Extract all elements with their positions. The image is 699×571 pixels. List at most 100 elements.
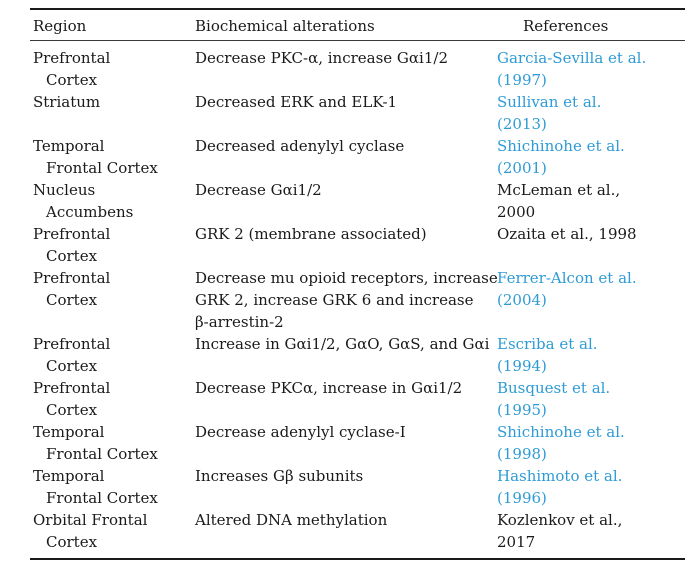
region-cell: Striatum [30, 91, 195, 135]
alteration-cell: Decrease adenylyl cyclase-I [195, 421, 497, 465]
table-row: Temporal Frontal Cortex Increases Gβ subun… [30, 465, 685, 509]
reference-link[interactable]: (1997) [497, 71, 547, 89]
region-line: Frontal Cortex [46, 445, 158, 463]
table-row: Prefrontal Cortex Decrease mu opioid recep… [30, 267, 685, 333]
reference-link[interactable]: Shichinohe et al. [497, 137, 625, 155]
reference-cell: Garcia-Sevilla et al. (1997) [497, 47, 685, 91]
column-header-biochemical-alterations: Biochemical alterations [195, 17, 375, 35]
reference-text: Kozlenkov et al., [497, 511, 623, 529]
region-line: Striatum [33, 93, 101, 111]
reference-link[interactable]: Hashimoto et al. [497, 467, 623, 485]
table-row: Prefrontal Cortex Decrease PKCα, increase … [30, 377, 685, 421]
reference-link[interactable]: Shichinohe et al. [497, 423, 625, 441]
alteration-line: GRK 2 (membrane associated) [195, 225, 427, 243]
region-line: Temporal [33, 467, 105, 485]
alteration-cell: Decrease Gαi1/2 [195, 179, 497, 223]
reference-link[interactable]: Escriba et al. [497, 335, 598, 353]
table-row: Striatum Decreased ERK and ELK-1 Sullivan … [30, 91, 685, 135]
reference-link[interactable]: Garcia-Sevilla et al. [497, 49, 647, 67]
alteration-line: Decrease PKCα, increase in Gαi1/2 [195, 379, 463, 397]
alteration-cell: Increase in Gαi1/2, GαO, GαS, and Gαi [195, 333, 497, 377]
reference-cell: Ferrer-Alcon et al. (2004) [497, 267, 685, 333]
alteration-line: β-arrestin-2 [195, 313, 284, 331]
reference-link[interactable]: Busquest et al. [497, 379, 611, 397]
region-line: Prefrontal [33, 225, 111, 243]
region-cell: Prefrontal Cortex [30, 267, 195, 333]
region-line: Cortex [46, 291, 98, 309]
reference-link[interactable]: (1994) [497, 357, 547, 375]
reference-cell: Ozaita et al., 1998 [497, 223, 685, 267]
region-line: Prefrontal [33, 269, 111, 287]
table-row: Prefrontal Cortex GRK 2 (membrane associat… [30, 223, 685, 267]
reference-text: Ozaita et al., 1998 [497, 225, 637, 243]
alteration-line: Decrease Gαi1/2 [195, 181, 322, 199]
column-header-references: References [523, 17, 609, 35]
reference-cell: Sullivan et al. (2013) [497, 91, 685, 135]
table-row: Temporal Frontal Cortex Decreased adenylyl… [30, 135, 685, 179]
region-line: Frontal Cortex [46, 489, 158, 507]
alteration-cell: Altered DNA methylation [195, 509, 497, 553]
reference-cell: Busquest et al. (1995) [497, 377, 685, 421]
alteration-line: GRK 2, increase GRK 6 and increase [195, 291, 474, 309]
table-header-row: Region Biochemical alterations Reference… [30, 10, 685, 40]
reference-link[interactable]: (1998) [497, 445, 547, 463]
table-body: Prefrontal Cortex Decrease PKC-α, increase… [30, 41, 685, 558]
region-line: Nucleus [33, 181, 96, 199]
region-line: Prefrontal [33, 379, 111, 397]
alteration-cell: Decrease PKC-α, increase Gαi1/2 [195, 47, 497, 91]
table-header-rule [30, 40, 685, 41]
region-line: Cortex [46, 71, 98, 89]
reference-cell: Escriba et al. (1994) [497, 333, 685, 377]
reference-link[interactable]: (2001) [497, 159, 547, 177]
region-line: Temporal [33, 137, 105, 155]
region-line: Accumbens [46, 203, 134, 221]
reference-link[interactable]: Ferrer-Alcon et al. [497, 269, 637, 287]
biochemical-alterations-table: Region Biochemical alterations Reference… [30, 8, 685, 560]
table-row: Prefrontal Cortex Decrease PKC-α, increase… [30, 47, 685, 91]
reference-cell: Shichinohe et al. (1998) [497, 421, 685, 465]
reference-link[interactable]: (2004) [497, 291, 547, 309]
alteration-line: Decreased ERK and ELK-1 [195, 93, 398, 111]
alteration-line: Decrease PKC-α, increase Gαi1/2 [195, 49, 448, 67]
region-line: Prefrontal [33, 335, 111, 353]
alteration-line: Altered DNA methylation [195, 511, 388, 529]
alteration-line: Decreased adenylyl cyclase [195, 137, 405, 155]
region-line: Cortex [46, 357, 98, 375]
column-header-region: Region [33, 17, 87, 35]
region-line: Temporal [33, 423, 105, 441]
table-row: Orbital Frontal Cortex Altered DNA methyla… [30, 509, 685, 553]
reference-text: 2000 [497, 203, 536, 221]
reference-cell: Kozlenkov et al., 2017 [497, 509, 685, 553]
region-cell: Prefrontal Cortex [30, 377, 195, 421]
reference-link[interactable]: (1995) [497, 401, 547, 419]
alteration-cell: Decreased adenylyl cyclase [195, 135, 497, 179]
table-top-rule [30, 8, 685, 10]
region-cell: Temporal Frontal Cortex [30, 135, 195, 179]
reference-link[interactable]: (1996) [497, 489, 547, 507]
reference-cell: McLeman et al., 2000 [497, 179, 685, 223]
region-line: Orbital Frontal [33, 511, 148, 529]
alteration-cell: Increases Gβ subunits [195, 465, 497, 509]
region-line: Prefrontal [33, 49, 111, 67]
region-cell: Prefrontal Cortex [30, 333, 195, 377]
table-row: Prefrontal Cortex Increase in Gαi1/2, GαO,… [30, 333, 685, 377]
region-cell: Temporal Frontal Cortex [30, 421, 195, 465]
reference-text: 2017 [497, 533, 536, 551]
region-cell: Prefrontal Cortex [30, 223, 195, 267]
reference-link[interactable]: (2013) [497, 115, 547, 133]
region-cell: Orbital Frontal Cortex [30, 509, 195, 553]
table-row: Temporal Frontal Cortex Decrease adenylyl … [30, 421, 685, 465]
alteration-line: Increases Gβ subunits [195, 467, 364, 485]
alteration-line: Decrease adenylyl cyclase-I [195, 423, 406, 441]
reference-cell: Hashimoto et al. (1996) [497, 465, 685, 509]
region-line: Cortex [46, 401, 98, 419]
alteration-line: Decrease mu opioid receptors, increase [195, 269, 498, 287]
reference-link[interactable]: Sullivan et al. [497, 93, 602, 111]
alteration-line: Increase in Gαi1/2, GαO, GαS, and Gαi [195, 335, 490, 353]
reference-cell: Shichinohe et al. (2001) [497, 135, 685, 179]
reference-text: McLeman et al., [497, 181, 621, 199]
region-cell: Prefrontal Cortex [30, 47, 195, 91]
table-bottom-rule [30, 558, 685, 560]
table-row: Nucleus Accumbens Decrease Gαi1/2 McLeman e… [30, 179, 685, 223]
region-line: Frontal Cortex [46, 159, 158, 177]
